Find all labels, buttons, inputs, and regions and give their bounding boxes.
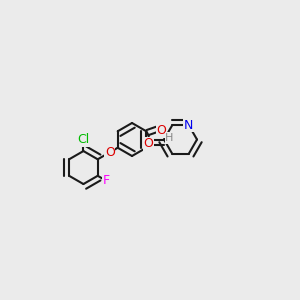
Text: O: O: [157, 124, 166, 137]
Text: F: F: [103, 174, 110, 187]
Text: O: O: [143, 137, 153, 150]
Text: O: O: [105, 146, 115, 159]
Text: Cl: Cl: [77, 133, 89, 146]
Text: N: N: [184, 119, 194, 132]
Text: H: H: [165, 133, 174, 143]
